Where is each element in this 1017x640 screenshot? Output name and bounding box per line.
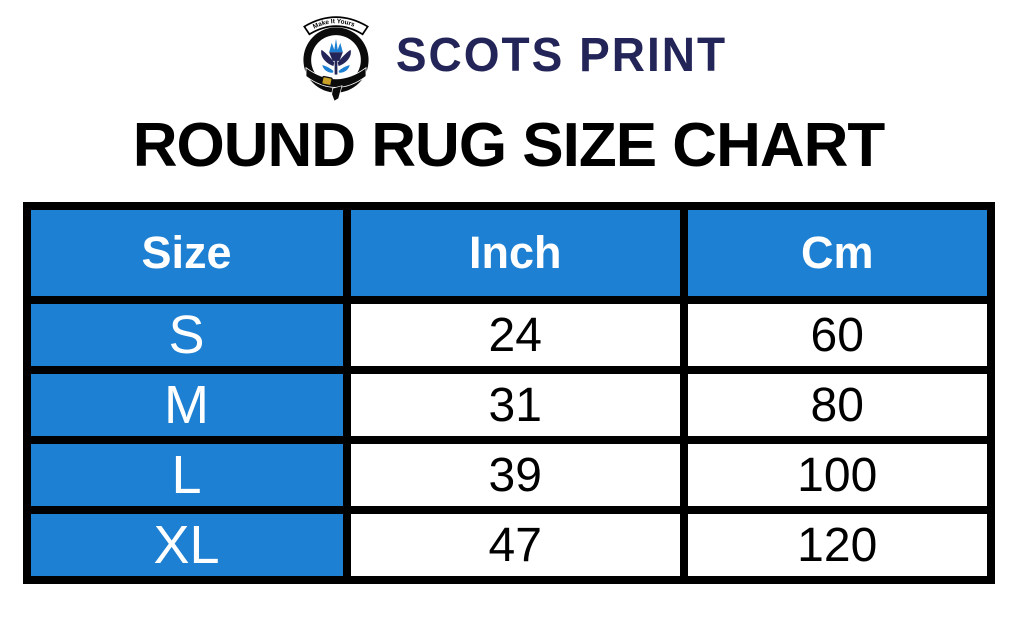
table-row: M 31 80: [22, 366, 995, 444]
size-cell: L: [22, 436, 351, 514]
cm-cell: 60: [679, 296, 995, 374]
inch-cell: 24: [342, 296, 688, 374]
header-row: Size Inch Cm: [22, 202, 995, 304]
table-row: L 39 100: [22, 436, 995, 514]
cm-cell: 80: [679, 366, 995, 444]
inch-cell: 47: [342, 506, 688, 584]
size-cell: S: [22, 296, 351, 374]
thistle-icon: [321, 38, 351, 75]
size-chart-table: Size Inch Cm S 24 60 M 31 80 L 39 100: [22, 202, 995, 584]
table-row: XL 47 120: [22, 506, 995, 584]
cm-cell: 120: [679, 506, 995, 584]
brand-header: Make It Yours SCOTS PRINT: [0, 6, 1017, 102]
page-title: ROUND RUG SIZE CHART: [132, 111, 886, 180]
table-row: S 24 60: [22, 296, 995, 374]
inch-cell: 31: [342, 366, 688, 444]
size-cell: XL: [22, 506, 351, 584]
brand-name: SCOTS PRINT: [395, 26, 728, 82]
col-header-cm: Cm: [679, 202, 995, 304]
col-header-inch: Inch: [342, 202, 688, 304]
size-cell: M: [22, 366, 351, 444]
inch-cell: 39: [342, 436, 688, 514]
col-header-size: Size: [22, 202, 351, 304]
clan-crest-icon: Make It Yours: [302, 16, 369, 102]
cm-cell: 100: [679, 436, 995, 514]
